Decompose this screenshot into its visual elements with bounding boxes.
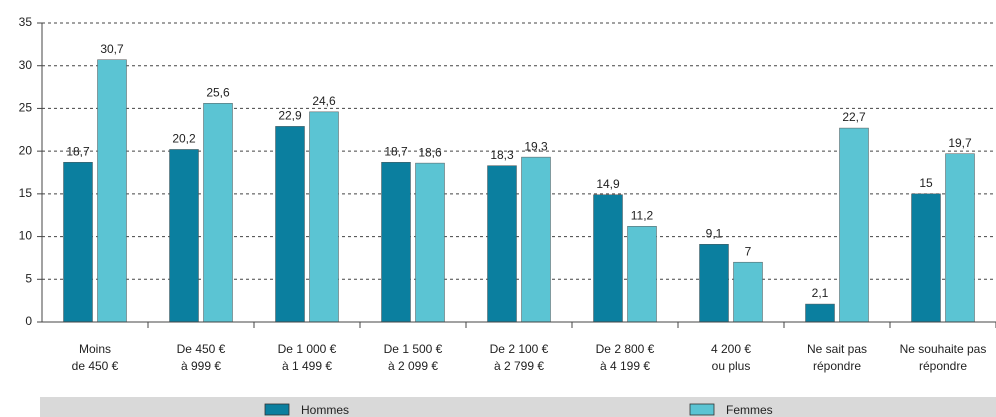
value-label: 30,7: [100, 42, 124, 56]
bar: [699, 244, 729, 323]
y-tick-label: 5: [25, 271, 32, 285]
y-tick-label: 35: [19, 15, 33, 29]
legend-background: [40, 397, 996, 417]
bar: [97, 59, 127, 323]
value-label: 7: [745, 244, 752, 258]
x-tick-label-line: De 2 100 €: [490, 342, 549, 356]
value-label: 15: [919, 176, 933, 190]
bar: [805, 303, 835, 323]
bar: [63, 161, 93, 323]
x-tick-label: 4 200 € ou plus: [711, 342, 751, 373]
x-tick-label-line: De 450 €: [177, 342, 226, 356]
y-tick-label: 0: [25, 314, 32, 328]
value-label: 14,9: [596, 177, 620, 191]
bar: [839, 127, 869, 323]
value-label: 24,6: [312, 94, 336, 108]
bar: [169, 149, 199, 323]
bar: [521, 156, 551, 323]
value-label: 18,6: [418, 145, 442, 159]
y-tick-label: 15: [19, 186, 33, 200]
bar: [415, 162, 445, 323]
x-tick-label: Ne sait pas répondre: [807, 342, 867, 373]
value-label: 18,7: [66, 144, 90, 158]
x-tick-label: De 1 500 € à 2 099 €: [384, 342, 443, 373]
x-tick-label: De 2 100 € à 2 799 €: [490, 342, 549, 373]
y-tick-label: 30: [19, 58, 33, 72]
x-tick-label: De 450 € à 999 €: [177, 342, 226, 373]
x-tick-label: De 2 800 € à 4 199 €: [596, 342, 655, 373]
bar: [309, 111, 339, 323]
value-label: 18,7: [384, 144, 408, 158]
legend-label: Femmes: [726, 403, 773, 417]
y-tick-label: 20: [19, 143, 33, 157]
value-label: 25,6: [206, 85, 230, 99]
x-tick-label-line: à 999 €: [181, 359, 221, 373]
value-label: 22,7: [842, 110, 866, 124]
x-tick-label-line: Ne souhaite pas: [900, 342, 987, 356]
bar: [945, 153, 975, 323]
value-label: 11,2: [631, 208, 654, 222]
value-label: 19,3: [524, 139, 548, 153]
x-tick-label-line: De 1 500 €: [384, 342, 443, 356]
x-tick-label-line: 4 200 €: [711, 342, 751, 356]
bar: [733, 261, 763, 323]
bar: [911, 193, 941, 323]
x-tick-label: De 1 000 € à 1 499 €: [278, 342, 337, 373]
x-tick-label-line: répondre: [813, 359, 861, 373]
value-label: 2,1: [812, 286, 829, 300]
bar: [487, 165, 517, 323]
x-tick-label-line: ou plus: [712, 359, 751, 373]
legend-swatch: [689, 403, 715, 416]
x-tick-label-line: à 2 799 €: [494, 359, 544, 373]
bar: [275, 126, 305, 323]
bar: [381, 161, 411, 323]
x-tick-label-line: à 2 099 €: [388, 359, 438, 373]
y-tick-label: 25: [19, 101, 33, 115]
x-tick-label-line: répondre: [919, 359, 967, 373]
bar: [203, 103, 233, 323]
bar: [627, 226, 657, 323]
x-tick-label-line: à 4 199 €: [600, 359, 650, 373]
legend-swatch: [264, 403, 290, 416]
x-tick-label-line: Ne sait pas: [807, 342, 867, 356]
y-tick-label: 10: [19, 229, 33, 243]
x-tick-label: Ne souhaite pas répondre: [900, 342, 987, 373]
x-tick-label: Moins de 450 €: [72, 342, 119, 373]
value-label: 9,1: [706, 226, 723, 240]
value-label: 19,7: [948, 136, 972, 150]
value-label: 18,3: [490, 148, 514, 162]
x-tick-label-line: De 1 000 €: [278, 342, 337, 356]
x-tick-label-line: de 450 €: [72, 359, 119, 373]
legend-label: Hommes: [301, 403, 349, 417]
value-label: 20,2: [172, 132, 196, 146]
x-tick-label-line: Moins: [79, 342, 111, 356]
value-label: 22,9: [278, 109, 302, 123]
x-tick-label-line: De 2 800 €: [596, 342, 655, 356]
x-tick-label-line: à 1 499 €: [282, 359, 332, 373]
bar: [593, 194, 623, 323]
